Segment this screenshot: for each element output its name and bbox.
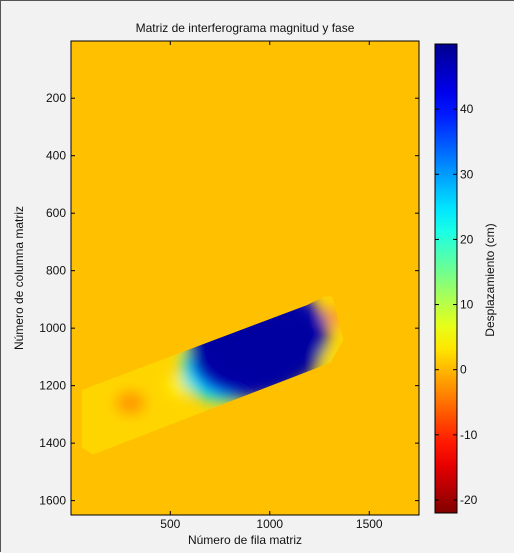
y-tick-label-6: 1400	[39, 436, 66, 450]
y-tick-label-1: 400	[46, 149, 66, 163]
y-tick-label-0: 200	[46, 91, 66, 105]
y-axis: 200 400 600 800 1000 1200 1400 1600	[39, 91, 419, 508]
y-tick-label-4: 1000	[39, 321, 66, 335]
y-tick-label-5: 1200	[39, 379, 66, 393]
y-tick-label-2: 600	[46, 206, 66, 220]
plot-area	[70, 40, 420, 516]
x-tick-label-1: 1000	[256, 517, 283, 531]
cb-tick-label-1: 30	[460, 167, 474, 181]
cb-tick-label-4: 0	[460, 363, 467, 377]
x-axis: 500 1000 1500	[160, 41, 383, 531]
chart-title: Matriz de interferograma magnitud y fase	[136, 21, 355, 35]
cb-tick-label-2: 20	[460, 232, 474, 246]
y-tick-label-3: 800	[46, 264, 66, 278]
y-tick-label-7: 1600	[39, 494, 66, 508]
colorbar-ticks: 40 30 20 10 0 -10 -20	[435, 102, 478, 507]
cb-tick-label-6: -20	[460, 493, 478, 507]
displacement-sample-1	[116, 392, 145, 414]
cb-tick-label-3: 10	[460, 298, 474, 312]
colorbar	[434, 43, 458, 514]
y-axis-label: Número de columna matriz	[12, 206, 26, 350]
x-axis-label: Número de fila matriz	[188, 533, 302, 547]
x-tick-label-2: 1500	[356, 517, 383, 531]
x-tick-label-0: 500	[160, 517, 180, 531]
cb-tick-label-5: -10	[460, 428, 478, 442]
colorbar-label: Desplazamiento (cm)	[483, 223, 497, 336]
cb-tick-label-0: 40	[460, 102, 474, 116]
